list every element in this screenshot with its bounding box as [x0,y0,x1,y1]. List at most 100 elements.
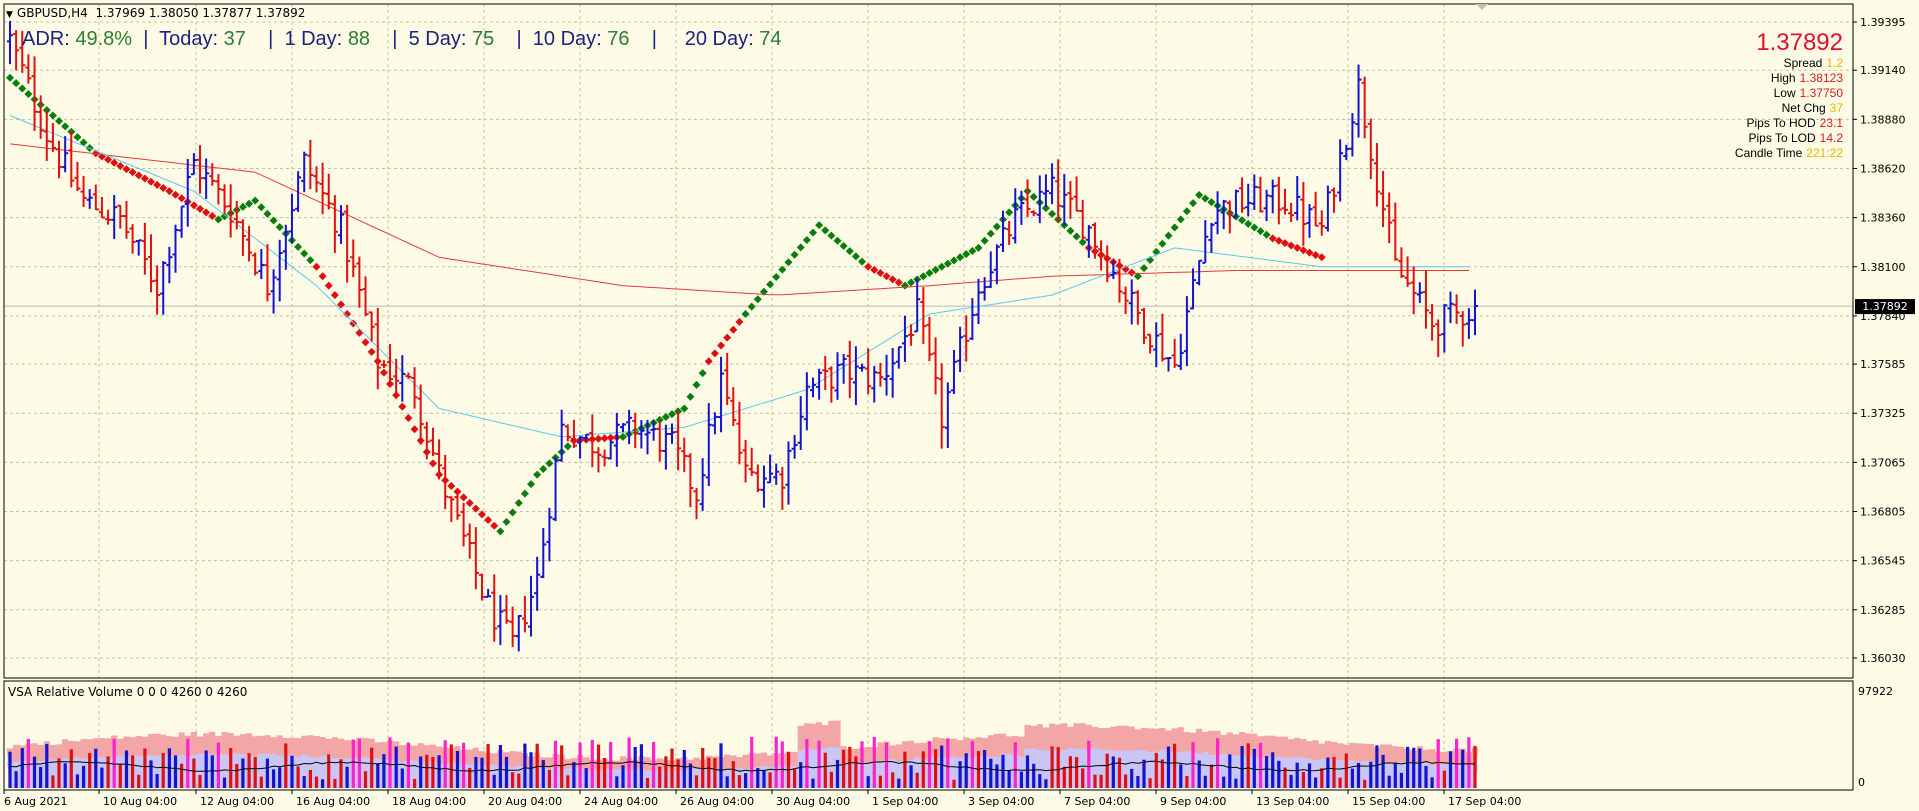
trend-dot [177,194,186,203]
volume-bar [173,755,178,788]
volume-band-inner [6,746,1479,788]
volume-bar [1136,776,1140,788]
candle-time-label: Candle Time [1734,146,1803,160]
bear-bar [49,123,56,152]
volume-bar [1216,738,1220,788]
bear-bar [1429,303,1436,341]
volume-bar [1283,767,1287,788]
volume-bar [970,741,974,788]
trend-dot [110,158,119,167]
trend-dot [459,493,468,502]
trend-dot [778,265,787,274]
candle-time-value: 221:22 [1806,146,1843,160]
bull-bar [1232,189,1239,218]
volume-bar [118,764,122,788]
volume-bar [210,755,214,788]
bear-bar [1134,290,1141,325]
volume-bar [82,765,86,788]
volume-bar [774,736,778,788]
volume-bar [835,759,840,788]
volume-bar [596,744,601,788]
bear-bar [129,224,136,254]
y-tick-label: 1.37585 [1860,358,1906,371]
trend-dot [692,380,701,389]
bear-bar [1159,313,1166,362]
trend-dot [870,265,879,274]
bear-bar [356,256,363,308]
bull-bar [1343,144,1350,161]
bear-bar [632,412,639,449]
volume-bar [272,769,276,788]
bull-bar [1472,289,1478,336]
bear-bar [393,358,400,397]
bear-bar [233,200,240,230]
trend-dot [337,300,346,309]
x-tick-label: 20 Aug 04:00 [488,795,562,808]
volume-bar [259,776,263,788]
volume-bar [296,766,300,788]
bull-bar [166,246,173,284]
volume-bar [964,753,968,788]
x-tick-label: 6 Aug 2021 [4,795,67,808]
volume-bar [547,769,551,788]
x-tick-label: 10 Aug 04:00 [103,795,177,808]
volume-bar [817,740,821,788]
triangle-down-icon[interactable]: ▼ [6,10,13,20]
bull-bar [626,409,633,445]
bull-bar [859,363,866,372]
day1-value: 88 [347,28,371,50]
bull-bar [282,224,289,270]
volume-bar [443,740,447,788]
bear-bar [325,173,332,210]
volume-bar [1087,740,1091,788]
bull-bar [276,239,283,302]
bull-bar [203,158,210,200]
volume-bar [161,753,165,788]
volume-bar [884,742,889,788]
volume-bar [958,761,962,788]
volume-bar [633,747,637,788]
trend-dot [48,111,57,120]
volume-bar [1338,777,1342,788]
trend-dot [980,236,989,245]
bull-bar [1042,174,1049,207]
trend-dot [251,196,260,205]
bear-bar [331,195,338,254]
volume-bar [603,758,607,788]
bull-bar [184,158,191,227]
bull-bar [1245,183,1252,217]
volume-bar [1203,775,1207,788]
bear-bar [117,204,124,229]
volume-bar [124,750,129,788]
volume-bar [670,748,674,788]
volume-bar [45,743,49,788]
trend-dot [864,262,873,271]
bear-bar [25,54,32,84]
volume-bar [1381,754,1385,788]
x-tick-label: 13 Sep 04:00 [1256,795,1329,808]
trend-dot [594,434,603,443]
trend-dot [851,252,860,261]
volume-bar [339,759,343,788]
volume-bar [1154,753,1158,788]
volume-bar [1166,746,1171,788]
trend-dot [324,281,333,290]
bull-bar [1208,222,1215,254]
volume-bar [707,757,711,788]
volume-bar [713,758,717,788]
trend-dot [1133,272,1142,281]
volume-bar [1148,778,1152,788]
trend-dot [968,247,977,256]
shift-marker-icon[interactable] [1476,4,1488,10]
volume-bar [854,756,858,788]
bull-bar [791,434,798,459]
bull-bar [497,595,504,646]
bear-bar [1312,191,1319,227]
ma-slow-line [9,143,1469,296]
bull-bar [987,251,994,289]
volume-bar [88,753,92,788]
volume-bar [370,747,374,788]
volume-bar [1344,753,1348,788]
